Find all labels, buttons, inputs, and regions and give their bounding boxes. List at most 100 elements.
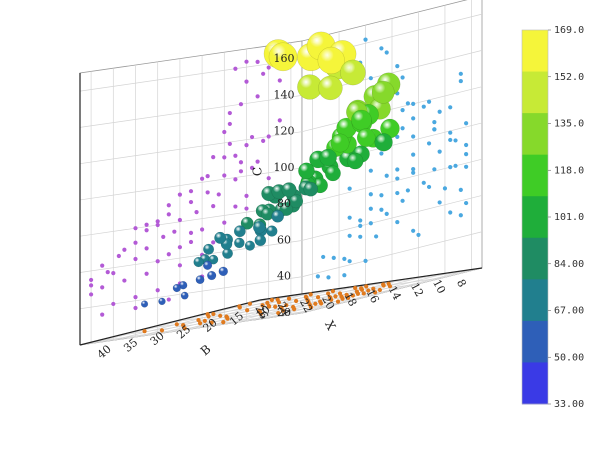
projection-point-yz xyxy=(384,173,389,178)
projection-point-yz xyxy=(400,108,405,113)
projection-point-yz xyxy=(458,71,463,76)
projection-point-xz xyxy=(100,263,105,268)
projection-point-yz xyxy=(464,121,469,126)
projection-point-yz xyxy=(421,104,426,109)
colorbar-level-label: 152.0 xyxy=(554,72,584,83)
projection-point-yz xyxy=(374,234,379,239)
projection-point-xz xyxy=(194,210,199,215)
projection-point-yz xyxy=(379,207,384,212)
x-tick-label: 20 xyxy=(319,293,337,311)
projection-point-floor xyxy=(276,310,281,316)
projection-point-floor xyxy=(221,320,226,325)
projection-point-xz xyxy=(122,247,127,252)
projection-point-floor xyxy=(353,285,358,291)
x-axis-label: X xyxy=(322,318,339,333)
grid-line-y xyxy=(222,276,445,310)
z-tick-label: 80 xyxy=(277,197,291,210)
projection-point-yz xyxy=(411,228,416,233)
projection-point-floor xyxy=(372,290,378,295)
bubble-point xyxy=(207,270,217,281)
bubble-point xyxy=(318,75,343,101)
projection-point-xz xyxy=(233,153,238,158)
colorbar: 169.0 152.0 135.0 118.0 101.0 84.00 67.00 50.00… xyxy=(521,25,584,410)
grid-line-z xyxy=(79,95,303,128)
projection-point-yz xyxy=(432,167,437,172)
projection-point-xz xyxy=(277,78,282,83)
projection-point-yz xyxy=(448,130,453,135)
z-tick-label: 160 xyxy=(274,52,295,65)
colorbar-level-label: 135.0 xyxy=(554,119,584,130)
y-axis-label: B xyxy=(198,342,214,359)
bubble-point xyxy=(317,46,345,75)
projection-point-floor xyxy=(267,304,272,309)
projection-point-yz xyxy=(411,152,416,157)
projection-point-xz xyxy=(188,239,194,245)
x-tick-label: 24 xyxy=(275,300,293,318)
projection-point-yz xyxy=(411,167,416,172)
colorbar-band xyxy=(522,30,548,72)
colorbar-band xyxy=(522,71,548,114)
projection-point-yz xyxy=(448,105,453,110)
x-axis-line xyxy=(259,267,483,301)
projection-point-yz xyxy=(395,176,400,181)
projection-point-yz xyxy=(342,273,347,278)
bubble-point xyxy=(351,109,372,131)
projection-point-xz xyxy=(177,192,182,197)
projection-point-floor xyxy=(308,292,313,297)
colorbar-level-label: 33.00 xyxy=(554,399,584,410)
projection-point-floor xyxy=(245,308,250,313)
projection-point-xz xyxy=(172,229,177,234)
z-tick-label: 60 xyxy=(277,233,291,246)
projection-point-floor xyxy=(339,294,344,299)
projection-point-yz xyxy=(405,188,410,193)
bubble-point xyxy=(202,260,213,270)
colorbar-level-label: 118.0 xyxy=(554,165,584,176)
x-tick-label: 10 xyxy=(430,277,448,295)
projection-point-xz xyxy=(155,288,160,293)
bubble-point xyxy=(140,300,149,308)
projection-point-yz xyxy=(453,138,458,143)
projection-point-yz xyxy=(405,101,410,106)
projection-point-floor xyxy=(260,303,265,308)
projection-point-floor xyxy=(197,321,203,326)
projection-point-yz xyxy=(358,223,363,229)
projection-point-yz xyxy=(458,213,463,218)
colorbar-band xyxy=(522,362,548,405)
projection-point-yz xyxy=(395,190,400,196)
projection-point-yz xyxy=(448,137,453,143)
projection-point-floor xyxy=(218,313,223,318)
colorbar-level-label: 50.00 xyxy=(554,352,584,363)
wall-projections xyxy=(89,37,469,334)
projection-point-xz xyxy=(277,118,282,123)
projection-point-floor xyxy=(359,286,364,291)
projection-point-yz xyxy=(315,274,320,279)
projection-point-xz xyxy=(249,134,255,140)
projection-point-xz xyxy=(100,285,105,290)
bubble-point xyxy=(240,216,254,230)
projection-point-xz xyxy=(166,252,171,257)
projection-point-yz xyxy=(458,187,463,192)
grid-line-y xyxy=(90,310,313,343)
bubble-point xyxy=(233,225,246,238)
projection-point-yz xyxy=(426,184,432,190)
projection-point-yz xyxy=(395,134,400,139)
projection-point-xz xyxy=(144,246,149,251)
projection-point-xz xyxy=(133,256,138,262)
projection-point-xz xyxy=(249,165,255,170)
grid-line-y xyxy=(143,296,366,330)
bubble-point xyxy=(208,254,219,265)
bubble-point xyxy=(374,133,393,152)
projection-point-floor xyxy=(265,300,270,305)
projection-point-xz xyxy=(105,269,110,275)
projection-point-floor xyxy=(366,288,371,293)
bubble-series xyxy=(140,31,401,308)
bubble-point xyxy=(195,275,205,285)
z-tick-label: 100 xyxy=(274,161,295,174)
colorbar-band xyxy=(522,237,548,280)
projection-point-floor xyxy=(330,289,336,294)
projection-point-xz xyxy=(211,155,216,160)
projection-point-floor xyxy=(205,312,210,317)
projection-point-xz xyxy=(238,160,244,165)
projection-point-xz xyxy=(261,71,266,76)
projection-point-xz xyxy=(177,217,182,223)
